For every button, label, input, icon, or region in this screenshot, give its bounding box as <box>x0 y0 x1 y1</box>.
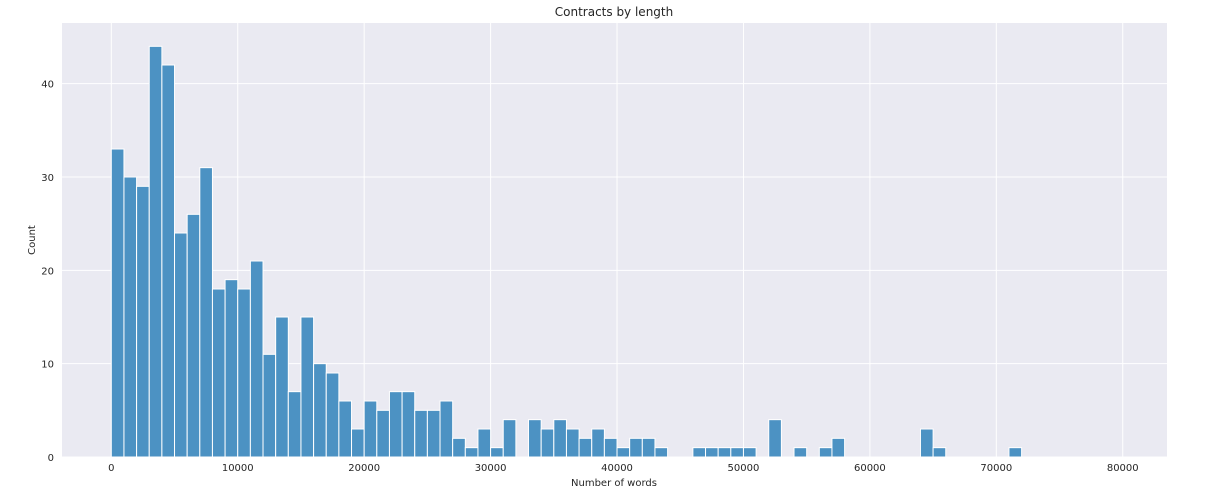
histogram-bar <box>818 447 833 458</box>
histogram-bar <box>199 167 213 458</box>
histogram-bar <box>136 185 150 458</box>
histogram-bar <box>932 447 947 458</box>
histogram-bar <box>186 213 201 458</box>
histogram-bar <box>641 437 656 458</box>
histogram-bar <box>1008 447 1023 458</box>
x-axis-label: Number of words <box>571 478 657 489</box>
histogram-bar <box>401 391 416 458</box>
histogram-bar <box>414 409 428 458</box>
histogram-bar <box>148 45 163 458</box>
chart-title: Contracts by length <box>555 5 673 19</box>
histogram-bar <box>654 447 669 458</box>
histogram-bar <box>540 428 555 458</box>
histogram-bar <box>591 428 605 458</box>
y-axis-ticks: 0 10 20 30 40 <box>41 80 54 464</box>
histogram-bar <box>161 64 176 458</box>
x-tick-label: 0 <box>108 463 114 474</box>
x-tick-label: 30000 <box>475 463 507 474</box>
y-tick-label: 0 <box>48 453 54 464</box>
histogram-bar <box>705 447 719 458</box>
histogram-bar <box>123 176 138 458</box>
histogram-bar <box>211 288 226 458</box>
histogram-bar <box>388 391 403 458</box>
histogram-bar <box>426 409 441 458</box>
y-tick-label: 20 <box>41 266 54 277</box>
y-axis-label: Count <box>27 225 38 255</box>
histogram-bar <box>376 409 390 458</box>
histogram-bar <box>464 447 479 458</box>
histogram-bar <box>793 447 808 458</box>
histogram-bar <box>313 363 327 458</box>
histogram-bar <box>338 400 353 458</box>
histogram-bar <box>275 316 289 458</box>
histogram-bar <box>439 400 454 458</box>
histogram-bar <box>578 437 593 458</box>
histogram-bar <box>629 437 643 458</box>
histogram-bar <box>237 288 251 458</box>
histogram-bar <box>553 419 567 458</box>
x-tick-label: 20000 <box>348 463 380 474</box>
histogram-bar <box>528 419 542 458</box>
histogram-bar <box>692 447 707 458</box>
histogram-bar <box>287 391 302 458</box>
histogram-bars <box>110 45 1023 458</box>
histogram-bar <box>325 372 340 458</box>
histogram-bar <box>224 279 239 458</box>
histogram-bar <box>351 428 365 458</box>
histogram-bar <box>616 447 631 458</box>
histogram-bar <box>717 447 732 458</box>
x-tick-label: 40000 <box>601 463 633 474</box>
y-tick-label: 10 <box>41 360 54 371</box>
histogram-bar <box>249 260 264 458</box>
histogram-bar <box>831 437 846 458</box>
histogram-bar <box>363 400 378 458</box>
histogram-bar <box>452 437 466 458</box>
histogram-bar <box>603 437 618 458</box>
histogram-bar <box>565 428 580 458</box>
histogram-bar <box>110 148 125 458</box>
histogram-bar <box>730 447 744 458</box>
x-tick-label: 80000 <box>1107 463 1139 474</box>
y-tick-label: 40 <box>41 80 54 91</box>
histogram-bar <box>768 419 782 458</box>
x-tick-label: 10000 <box>222 463 254 474</box>
histogram-bar <box>262 353 277 458</box>
histogram-bar <box>502 419 517 458</box>
y-tick-label: 30 <box>41 173 54 184</box>
histogram-bar <box>919 428 934 458</box>
x-tick-label: 70000 <box>980 463 1012 474</box>
histogram-bar <box>174 232 188 458</box>
histogram-bar <box>300 316 315 458</box>
x-axis-ticks: 0 10000 20000 30000 40000 50000 60000 70000 8000… <box>108 463 1139 474</box>
x-tick-label: 50000 <box>728 463 760 474</box>
histogram-bar <box>477 428 492 458</box>
histogram-bar <box>742 447 757 458</box>
x-tick-label: 60000 <box>854 463 886 474</box>
histogram-bar <box>490 447 504 458</box>
